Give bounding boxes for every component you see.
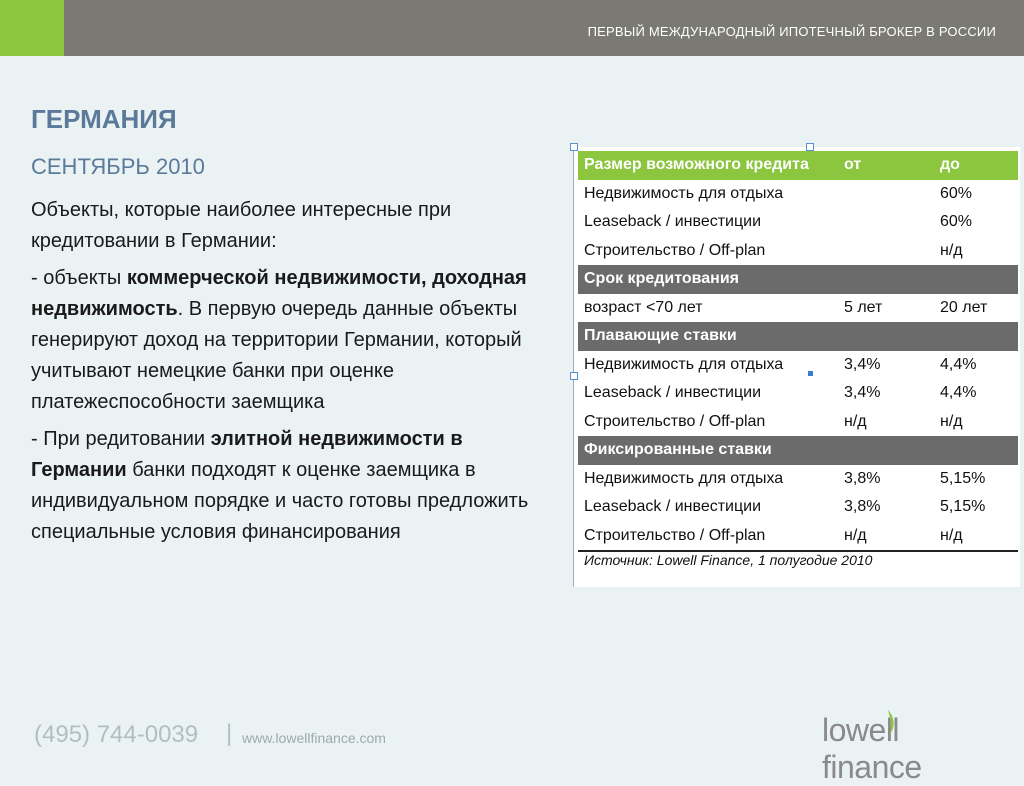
- table-cell-c3: 4,4%: [940, 355, 977, 373]
- table-cell-c3: 5,15%: [940, 498, 986, 516]
- table-cell-c2: н/д: [844, 412, 867, 430]
- table-cell-c2: 3,4%: [844, 355, 881, 373]
- table-cell-c3: 4,4%: [940, 384, 977, 402]
- table-cell-c1: Недвижимость для отдыха: [584, 469, 784, 487]
- table-section-header: Плавающие ставки: [578, 322, 1018, 351]
- table-cell-c1: Размер возможного кредита: [584, 156, 809, 174]
- table-source: Источник: Lowell Finance, 1 полугодие 20…: [584, 552, 873, 568]
- table-cell-c3: н/д: [940, 412, 963, 430]
- table-row: Leaseback / инвестиции 3,8% 5,15%: [578, 493, 1018, 522]
- resize-handle-tl[interactable]: [570, 143, 578, 151]
- page-subtitle: СЕНТЯБРЬ 2010: [31, 154, 205, 179]
- p1-prefix: - объекты: [31, 267, 127, 289]
- table-row: Недвижимость для отдыха 3,4% 4,4%: [578, 351, 1018, 380]
- table-cell-c2: 3,8%: [844, 469, 881, 487]
- table-cell-c3: до: [940, 156, 960, 174]
- p2-prefix: - При редитовании: [31, 428, 211, 450]
- table-section-header: Срок кредитования: [578, 265, 1018, 294]
- table-cell-c1: Leaseback / инвестиции: [584, 213, 762, 231]
- table-row: Недвижимость для отдыха 60%: [578, 180, 1018, 209]
- table-cell-c3: 5,15%: [940, 469, 986, 487]
- header-accent: [0, 0, 64, 56]
- footer-url[interactable]: www.lowellfinance.com: [242, 730, 386, 746]
- table-row: Leaseback / инвестиции 3,4% 4,4%: [578, 379, 1018, 408]
- loan-table-image[interactable]: Размер возможного кредита от до Недвижимост…: [570, 143, 1020, 587]
- table-cell-c3: н/д: [940, 241, 963, 259]
- table-cell-c1: возраст <70 лет: [584, 298, 703, 316]
- table-cell-c3: 60%: [940, 213, 973, 231]
- table-section-header: Фиксированные ставки: [578, 436, 1018, 465]
- resize-handle-tm[interactable]: [806, 143, 814, 151]
- table-cell-c1: Плавающие ставки: [584, 327, 737, 345]
- table-row: Строительство / Off-plan н/д н/д: [578, 522, 1018, 552]
- table-cell-c1: Leaseback / инвестиции: [584, 498, 762, 516]
- table-cell-c3: н/д: [940, 526, 963, 544]
- paragraph-commercial: - объекты коммерческой недвижимости, дох…: [31, 263, 561, 418]
- p1-rest: . В первую очередь данные объекты генери…: [31, 298, 522, 413]
- table-row: Недвижимость для отдыха 3,8% 5,15%: [578, 465, 1018, 494]
- table-cell-c1: Фиксированные ставки: [584, 441, 772, 459]
- table-cell-c2: н/д: [844, 526, 867, 544]
- table-cell-c2: 5 лет: [844, 298, 883, 316]
- table-row: Строительство / Off-plan н/д: [578, 237, 1018, 266]
- table-cell-c1: Строительство / Off-plan: [584, 241, 766, 259]
- table-cell-c1: Срок кредитования: [584, 270, 739, 288]
- table-cell-c2: 3,8%: [844, 498, 881, 516]
- loan-table: Размер возможного кредита от до Недвижимост…: [578, 151, 1018, 552]
- table-row: Leaseback / инвестиции 60%: [578, 208, 1018, 237]
- body-text: Объекты, которые наиболее интересные при…: [31, 195, 561, 554]
- p2-bold: элитной недвижимости в Германии: [31, 428, 463, 481]
- lowell-finance-logo: lowell finance: [822, 704, 1002, 785]
- table-cell-c3: 60%: [940, 184, 973, 202]
- header-tagline: ПЕРВЫЙ МЕЖДУНАРОДНЫЙ ИПОТЕЧНЫЙ БРОКЕР В …: [587, 24, 996, 39]
- resize-handle-ml[interactable]: [570, 372, 578, 380]
- table-row: возраст <70 лет 5 лет 20 лет: [578, 294, 1018, 323]
- table-cell-c1: Недвижимость для отдыха: [584, 184, 784, 202]
- selection-marker: [808, 371, 813, 376]
- p1-bold: коммерческой недвижимости, доходная недв…: [31, 267, 527, 320]
- paragraph-elite: - При редитовании элитной недвижимости в…: [31, 424, 561, 548]
- footer-phone: (495) 744-0039: [34, 721, 199, 748]
- table-cell-c2: 3,4%: [844, 384, 881, 402]
- table-cell-c3: 20 лет: [940, 298, 988, 316]
- table-cell-c1: Строительство / Off-plan: [584, 412, 766, 430]
- table-cell-c1: Leaseback / инвестиции: [584, 384, 762, 402]
- table-cell-c1: Строительство / Off-plan: [584, 526, 766, 544]
- p2-rest: банки подходят к оценке заемщика в индив…: [31, 459, 529, 543]
- table-section-header: Размер возможного кредита от до: [578, 151, 1018, 180]
- table-row: Строительство / Off-plan н/д н/д: [578, 408, 1018, 437]
- table-cell-c2: от: [844, 156, 862, 174]
- page-title: ГЕРМАНИЯ: [31, 104, 177, 134]
- leaf-icon: [888, 710, 894, 734]
- table-cell-c1: Недвижимость для отдыха: [584, 355, 784, 373]
- header-bar: ПЕРВЫЙ МЕЖДУНАРОДНЫЙ ИПОТЕЧНЫЙ БРОКЕР В …: [0, 0, 1024, 56]
- footer-separator: |: [226, 720, 233, 747]
- intro-paragraph: Объекты, которые наиболее интересные при…: [31, 199, 452, 252]
